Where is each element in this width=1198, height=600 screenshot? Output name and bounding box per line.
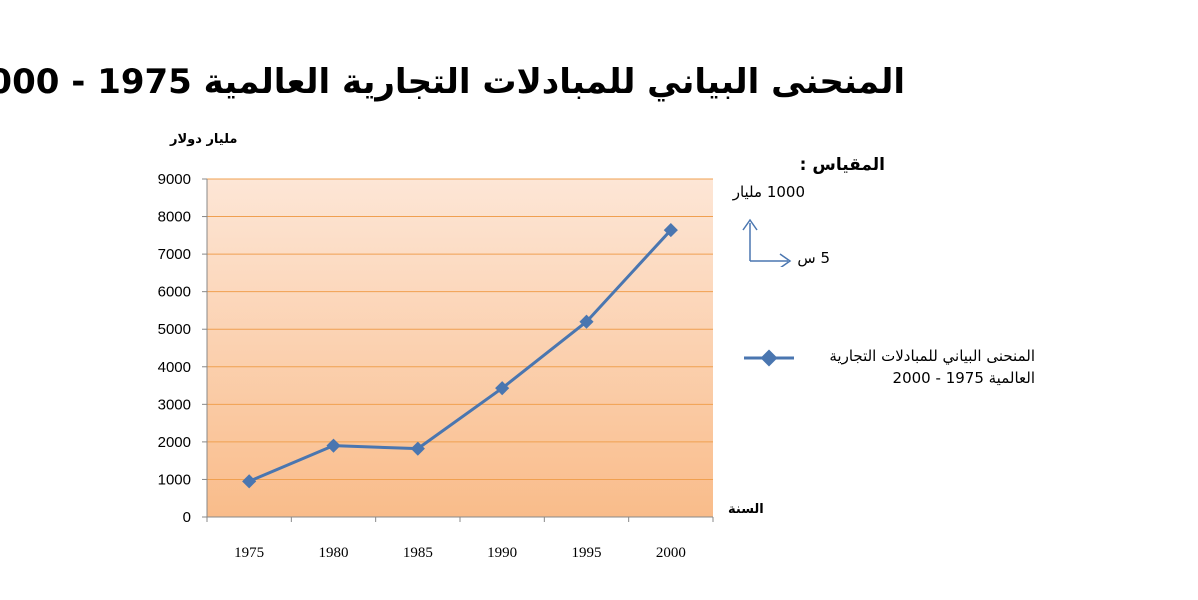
data-point-marker bbox=[242, 474, 257, 489]
legend-label-line2: العالمية 1975 - 2000 bbox=[892, 369, 1035, 387]
scale-arrows-icon bbox=[742, 218, 792, 267]
plot-area bbox=[207, 179, 713, 517]
scale-x-unit: 5 س bbox=[797, 249, 830, 267]
y-tick-label: 6000 bbox=[158, 284, 191, 301]
y-tick-label: 8000 bbox=[158, 209, 191, 226]
scale-title: المقياس : bbox=[799, 155, 885, 175]
y-axis-label: مليار دولار bbox=[170, 132, 238, 147]
legend-line-marker-icon bbox=[744, 349, 794, 367]
x-tick-label: 1980 bbox=[319, 545, 349, 561]
page-title: المنحنى البياني للمبادلات التجارية العال… bbox=[0, 62, 905, 102]
y-tick-label: 7000 bbox=[158, 246, 191, 263]
y-tick-label: 9000 bbox=[158, 171, 191, 188]
legend-label-line1: المنحنى البياني للمبادلات التجارية bbox=[829, 347, 1035, 365]
scale-y-unit: 1000 مليار bbox=[732, 183, 805, 201]
y-tick-label: 2000 bbox=[158, 434, 191, 451]
x-tick-label: 1975 bbox=[234, 545, 264, 561]
y-tick-label: 3000 bbox=[158, 396, 191, 413]
legend-label: المنحنى البياني للمبادلات التجارية العال… bbox=[795, 345, 1035, 389]
series-line bbox=[248, 229, 672, 483]
x-tick-label: 1995 bbox=[572, 545, 602, 561]
data-point-marker bbox=[663, 223, 678, 238]
y-tick-label: 1000 bbox=[158, 471, 191, 488]
data-point-marker bbox=[410, 441, 425, 456]
y-tick-label: 5000 bbox=[158, 321, 191, 338]
y-tick-label: 4000 bbox=[158, 359, 191, 376]
x-tick-label: 1985 bbox=[403, 545, 433, 561]
y-tick-label: 0 bbox=[183, 509, 191, 526]
x-tick-label: 1990 bbox=[487, 545, 517, 561]
data-point-marker bbox=[495, 381, 510, 396]
x-tick-label: 2000 bbox=[656, 545, 686, 561]
data-point-marker bbox=[579, 314, 594, 329]
x-axis-label: السنة bbox=[728, 502, 764, 517]
data-point-marker bbox=[326, 438, 341, 453]
